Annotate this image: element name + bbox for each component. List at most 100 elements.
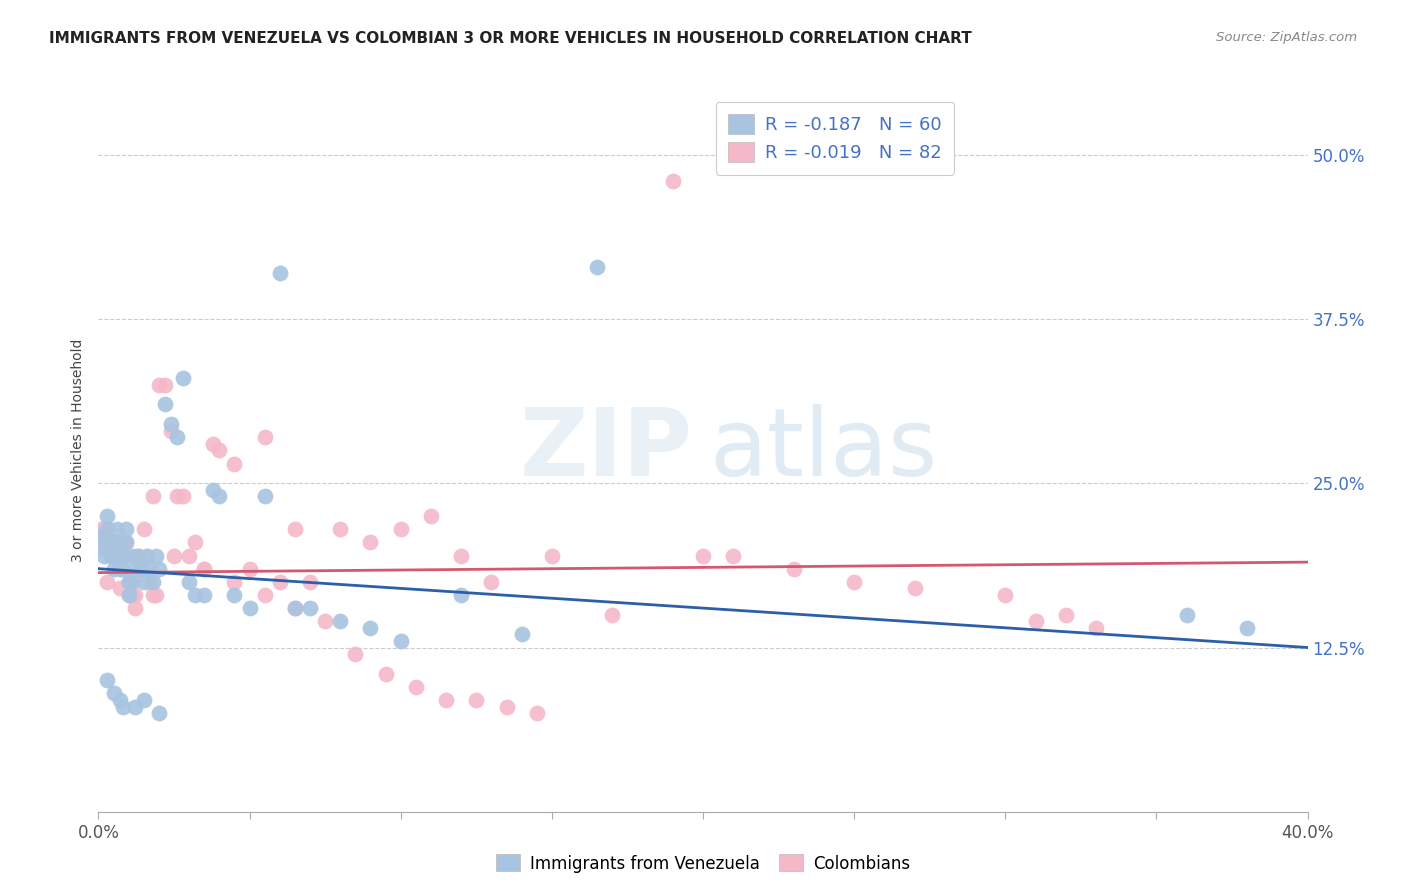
Point xyxy=(360,535,382,549)
Point xyxy=(450,588,472,602)
Legend: R = -0.187   N = 60, R = -0.019   N = 82: R = -0.187 N = 60, R = -0.019 N = 82 xyxy=(716,102,953,175)
Point xyxy=(844,574,866,589)
Point xyxy=(344,647,367,661)
Point xyxy=(108,535,131,549)
Point xyxy=(118,588,141,602)
Point xyxy=(124,699,146,714)
Text: IMMIGRANTS FROM VENEZUELA VS COLOMBIAN 3 OR MORE VEHICLES IN HOUSEHOLD CORRELATI: IMMIGRANTS FROM VENEZUELA VS COLOMBIAN 3… xyxy=(49,31,972,46)
Point xyxy=(510,627,533,641)
Point xyxy=(208,490,231,504)
Point xyxy=(405,680,427,694)
Point xyxy=(239,601,262,615)
Point xyxy=(994,588,1017,602)
Point xyxy=(129,562,152,576)
Point xyxy=(142,574,165,589)
Point xyxy=(108,549,131,563)
Point xyxy=(132,574,155,589)
Point xyxy=(108,549,131,563)
Point xyxy=(132,693,155,707)
Point xyxy=(121,574,143,589)
Point xyxy=(269,574,291,589)
Point xyxy=(1175,607,1198,622)
Point xyxy=(389,634,412,648)
Point xyxy=(132,522,155,536)
Point xyxy=(184,535,207,549)
Point xyxy=(586,260,609,274)
Point xyxy=(139,574,162,589)
Point xyxy=(93,549,115,563)
Point xyxy=(105,549,128,563)
Point xyxy=(253,588,276,602)
Point xyxy=(239,562,262,576)
Text: Source: ZipAtlas.com: Source: ZipAtlas.com xyxy=(1216,31,1357,45)
Point xyxy=(224,574,246,589)
Point xyxy=(118,588,141,602)
Point xyxy=(1236,621,1258,635)
Point xyxy=(93,535,115,549)
Point xyxy=(360,621,382,635)
Point xyxy=(108,693,131,707)
Point xyxy=(540,549,562,563)
Point xyxy=(148,562,170,576)
Point xyxy=(111,699,134,714)
Point xyxy=(153,377,176,392)
Point xyxy=(114,549,136,563)
Point xyxy=(114,535,136,549)
Point xyxy=(184,588,207,602)
Point xyxy=(121,588,143,602)
Point xyxy=(100,549,122,563)
Text: atlas: atlas xyxy=(710,404,938,497)
Point xyxy=(172,371,194,385)
Point xyxy=(160,417,183,432)
Point xyxy=(172,490,194,504)
Point xyxy=(90,522,112,536)
Point xyxy=(108,582,131,596)
Point xyxy=(142,490,165,504)
Point xyxy=(93,522,115,536)
Point xyxy=(1024,614,1046,628)
Point xyxy=(661,174,683,188)
Point xyxy=(93,541,115,556)
Point xyxy=(103,535,125,549)
Point xyxy=(100,535,122,549)
Point xyxy=(284,601,307,615)
Point xyxy=(145,549,167,563)
Point xyxy=(100,535,122,549)
Point xyxy=(163,549,186,563)
Point xyxy=(202,437,225,451)
Point xyxy=(127,549,149,563)
Point xyxy=(96,522,118,536)
Point xyxy=(111,549,134,563)
Point xyxy=(1085,621,1108,635)
Point xyxy=(1054,607,1077,622)
Point xyxy=(481,574,503,589)
Legend: Immigrants from Venezuela, Colombians: Immigrants from Venezuela, Colombians xyxy=(489,847,917,880)
Point xyxy=(96,574,118,589)
Point xyxy=(299,574,322,589)
Point xyxy=(118,574,141,589)
Point xyxy=(526,706,548,721)
Point xyxy=(193,588,215,602)
Text: ZIP: ZIP xyxy=(520,404,693,497)
Point xyxy=(108,562,131,576)
Point xyxy=(193,562,215,576)
Point xyxy=(202,483,225,497)
Point xyxy=(100,549,122,563)
Point xyxy=(314,614,336,628)
Point xyxy=(114,535,136,549)
Y-axis label: 3 or more Vehicles in Household: 3 or more Vehicles in Household xyxy=(72,339,86,562)
Point xyxy=(121,574,143,589)
Point xyxy=(103,549,125,563)
Point xyxy=(111,549,134,563)
Point xyxy=(111,535,134,549)
Point xyxy=(90,529,112,543)
Point xyxy=(224,588,246,602)
Point xyxy=(284,601,307,615)
Point xyxy=(121,549,143,563)
Point xyxy=(193,562,215,576)
Point xyxy=(105,535,128,549)
Point xyxy=(90,535,112,549)
Point xyxy=(118,574,141,589)
Point xyxy=(450,549,472,563)
Point xyxy=(179,549,201,563)
